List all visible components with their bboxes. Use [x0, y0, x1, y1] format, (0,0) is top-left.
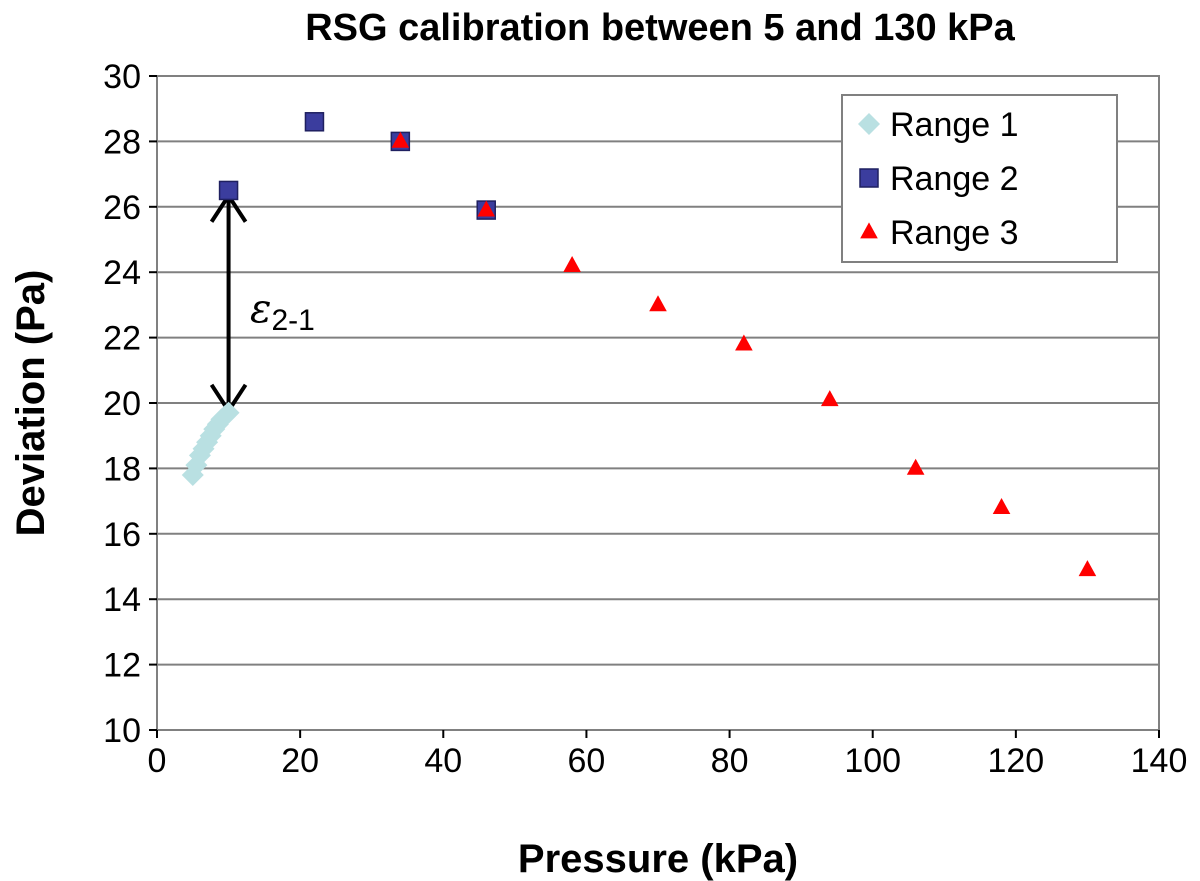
x-tick-label-60: 60 — [568, 742, 606, 780]
range-3-point-0 — [391, 131, 410, 148]
x-axis-title: Pressure (kPa) — [518, 837, 798, 881]
range-3-point-3 — [649, 295, 667, 312]
y-tick-label-30: 30 — [103, 58, 141, 96]
range-3-point-8 — [1078, 560, 1097, 577]
y-tick-label-28: 28 — [103, 123, 141, 161]
y-axis-title: Deviation (Pa) — [9, 270, 53, 537]
y-tick-label-14: 14 — [103, 581, 141, 619]
legend-label-range-2: Range 2 — [890, 160, 1019, 198]
range-3-point-6 — [906, 458, 925, 475]
x-tick-label-80: 80 — [711, 742, 749, 780]
chart-title: RSG calibration between 5 and 130 kPa — [305, 7, 1015, 49]
legend-marker-range-2 — [859, 168, 879, 188]
y-tick-label-20: 20 — [103, 385, 141, 423]
y-tick-label-18: 18 — [103, 450, 141, 488]
range-3-point-1 — [477, 200, 496, 217]
x-tick-label-140: 140 — [1131, 742, 1188, 780]
range-2-point-1 — [304, 112, 325, 132]
epsilon-subscript: 2-1 — [271, 304, 314, 337]
y-axis: 10 12 14 16 18 20 22 24 26 28 30 — [103, 58, 157, 750]
legend: Range 1 Range 2 Range 3 — [841, 94, 1118, 263]
legend-marker-range-1 — [858, 113, 880, 135]
grid-lines — [157, 140, 1159, 666]
legend-label-range-3: Range 3 — [890, 214, 1019, 252]
x-tick-label-100: 100 — [844, 742, 901, 780]
range-3-point-7 — [992, 498, 1011, 515]
legend-marker-range-3 — [860, 222, 878, 239]
y-tick-label-26: 26 — [103, 189, 141, 227]
x-tick-label-40: 40 — [424, 742, 462, 780]
range-3-point-2 — [563, 256, 581, 273]
epsilon-symbol: ε — [250, 286, 271, 332]
x-axis: 0 20 40 60 80 100 120 140 — [148, 730, 1188, 780]
legend-label-range-1: Range 1 — [890, 106, 1019, 144]
data-markers — [181, 112, 1097, 577]
legend-box — [841, 94, 1118, 263]
svg-text:ε2-1: ε2-1 — [250, 286, 315, 337]
range-3-point-4 — [735, 334, 753, 351]
epsilon-annotation: ε2-1 — [209, 192, 315, 415]
y-tick-label-22: 22 — [103, 320, 141, 358]
y-tick-label-16: 16 — [103, 516, 141, 554]
y-tick-label-10: 10 — [103, 712, 141, 750]
x-tick-label-20: 20 — [281, 742, 319, 780]
x-tick-label-120: 120 — [987, 742, 1044, 780]
range-1-point-10 — [217, 401, 240, 424]
y-tick-label-12: 12 — [103, 647, 141, 685]
y-tick-label-24: 24 — [103, 254, 141, 292]
range-3-point-5 — [820, 390, 839, 407]
x-tick-label-0: 0 — [148, 742, 167, 780]
range-2-point-0 — [218, 180, 239, 201]
